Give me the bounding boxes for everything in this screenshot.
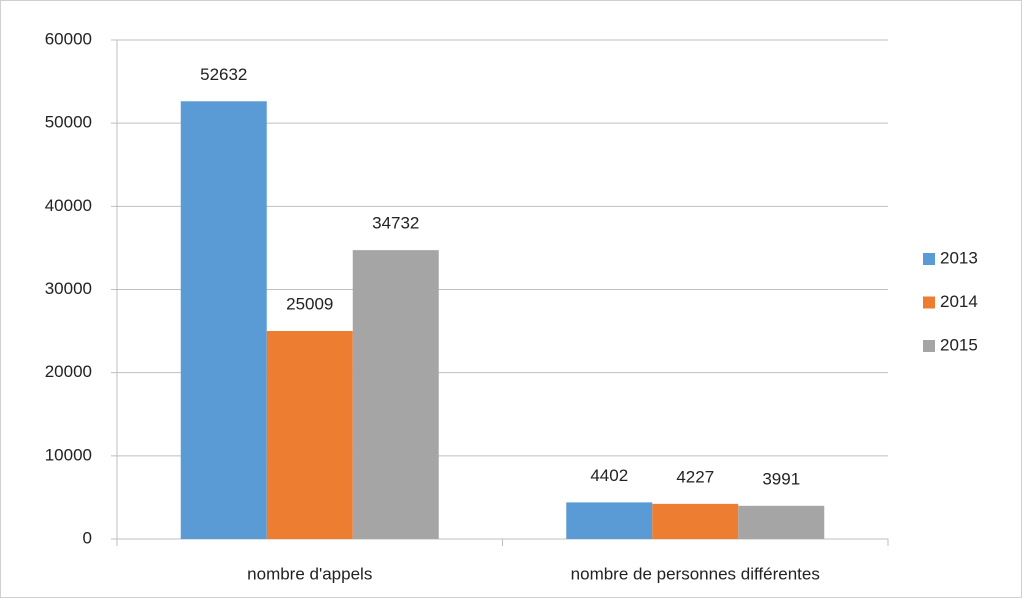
bar — [566, 502, 653, 539]
y-tick-label: 20000 — [45, 362, 92, 381]
bar — [352, 250, 439, 539]
y-tick-label: 50000 — [45, 113, 92, 132]
x-tick-label: nombre de personnes différentes — [571, 564, 820, 583]
y-tick-label: 10000 — [45, 445, 92, 464]
legend-label: 2014 — [940, 292, 978, 311]
y-tick-label: 60000 — [45, 29, 92, 48]
legend-swatch — [923, 253, 935, 265]
data-label: 25009 — [286, 294, 333, 313]
bar — [738, 505, 825, 539]
legend-swatch — [923, 296, 935, 309]
data-label: 4402 — [590, 466, 628, 485]
data-label: 52632 — [200, 65, 247, 84]
data-label: 34732 — [372, 214, 419, 233]
y-tick-label: 40000 — [45, 196, 92, 215]
bar — [652, 503, 739, 539]
legend-label: 2013 — [940, 248, 978, 267]
bar — [180, 101, 267, 540]
bar — [266, 331, 353, 539]
x-tick-label: nombre d'appels — [247, 564, 372, 583]
legend-label: 2015 — [940, 335, 978, 354]
y-tick-label: 30000 — [45, 279, 92, 298]
legend-swatch — [923, 340, 935, 352]
data-label: 3991 — [762, 469, 800, 488]
data-label: 4227 — [676, 467, 714, 486]
y-tick-label: 0 — [83, 528, 92, 547]
